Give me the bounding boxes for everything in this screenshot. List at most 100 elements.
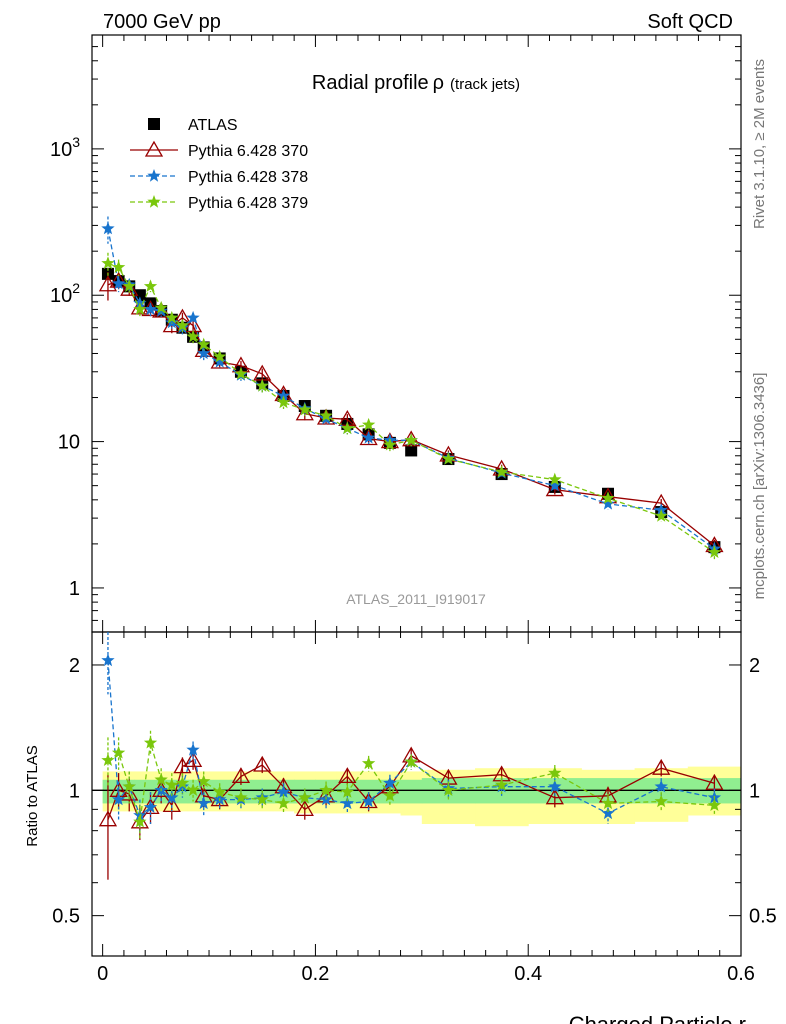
data-point [362, 430, 376, 444]
ratio-point [231, 767, 251, 784]
ratio-point [120, 784, 139, 801]
y-tick-label: 2 [69, 655, 80, 677]
ratio-point [338, 767, 357, 784]
data-point [143, 302, 158, 316]
ratio-point [654, 794, 668, 808]
data-point [319, 408, 333, 422]
y-tick-label: 103 [50, 134, 80, 161]
data-point [276, 389, 291, 402]
series-0 [101, 267, 721, 554]
ratio-point [707, 798, 722, 811]
ratio-point [383, 776, 397, 789]
data-point [276, 395, 291, 409]
legend-marker [147, 195, 161, 208]
ratio-point [183, 751, 203, 768]
ratio-line [107, 742, 715, 822]
x-tick-label: 0.2 [302, 963, 330, 985]
ratio-point [133, 814, 147, 828]
data-point [111, 276, 126, 290]
rivet-version-label: Rivet 3.1.10, ≥ 2M events [751, 59, 768, 229]
ratio-point [111, 792, 126, 806]
x-tick-label: 0 [97, 963, 108, 985]
data-point [548, 472, 562, 486]
inner-uncertainty-band [134, 779, 146, 804]
ratio-point [548, 766, 562, 779]
y-tick-label: 1 [69, 780, 80, 802]
y-tick-label: 0.5 [52, 906, 80, 928]
ratio-point [319, 783, 333, 796]
x-axis-title: Charged Particle r [569, 1012, 746, 1024]
data-point [101, 256, 115, 270]
ratio-point [383, 788, 397, 802]
ratio-point [111, 745, 126, 759]
data-point [545, 480, 564, 497]
ratio-point [652, 758, 671, 775]
data-point [295, 404, 314, 421]
data-point [122, 279, 136, 292]
data-point [213, 349, 227, 363]
x-tick-label: 0.4 [514, 963, 542, 985]
ratio-point [255, 792, 269, 806]
y-tick-label-right: 1 [749, 780, 760, 802]
x-tick-label: 0.6 [727, 963, 755, 985]
data-point [165, 315, 179, 329]
header-right-label: Soft QCD [647, 11, 733, 33]
inner-uncertainty-band [145, 779, 157, 804]
ratio-point [404, 754, 418, 768]
main-panel: 1 10 102 103 ATLAS Pythia 6.428 370 Pythia 6.4… [50, 34, 742, 633]
ratio-point [165, 790, 179, 804]
data-point [133, 302, 147, 316]
data-point [383, 437, 397, 451]
ratio-point [133, 808, 147, 822]
ratio-point [197, 796, 211, 810]
y-tick-label: 1 [69, 578, 80, 600]
ratio-point [441, 783, 456, 796]
ratio-point [154, 772, 168, 786]
data-point [255, 378, 269, 392]
ratio-frame [91, 631, 742, 957]
ratio-point [276, 796, 291, 810]
legend: ATLAS Pythia 6.428 370 Pythia 6.428 378 Pyt… [130, 117, 308, 212]
data-point [154, 300, 168, 314]
data-point [495, 465, 509, 478]
legend-label: ATLAS [188, 117, 238, 134]
data-point [441, 452, 456, 465]
ratio-point [98, 810, 118, 827]
data-point [234, 366, 248, 380]
ratio-point [186, 783, 200, 796]
legend-label: Pythia 6.428 378 [188, 169, 308, 186]
ratio-point [545, 788, 564, 805]
data-point [197, 337, 211, 351]
ratio-point [298, 790, 312, 804]
data-point [601, 496, 615, 510]
series-3 [101, 252, 722, 560]
legend-marker [147, 169, 161, 182]
legend-marker [148, 118, 160, 130]
ratio-point [197, 774, 211, 788]
ratio-point [601, 796, 615, 810]
ratio-point [276, 785, 291, 798]
ratio-point [162, 796, 181, 813]
ratio-point [213, 785, 227, 798]
ratio-point [340, 796, 354, 810]
ratio-point [186, 743, 200, 756]
ratio-y-axis-title: Ratio to ATLAS [24, 745, 41, 846]
data-point [601, 491, 615, 504]
ratio-point [234, 790, 248, 804]
y-tick-label-right: 2 [749, 655, 760, 677]
ratio-series-2 [101, 730, 722, 840]
data-point [165, 310, 179, 324]
data-point [186, 310, 200, 324]
ratio-point [143, 735, 158, 749]
data-point [213, 355, 227, 368]
ratio-point [122, 779, 136, 793]
ratio-point [548, 779, 562, 793]
ratio-point [101, 753, 115, 766]
ratio-point [143, 800, 158, 813]
series-line [107, 262, 715, 553]
data-point [120, 279, 139, 296]
ratio-point [295, 800, 314, 817]
legend-label: Pythia 6.428 370 [188, 143, 308, 160]
data-point [143, 279, 158, 292]
ratio-point [101, 653, 115, 667]
